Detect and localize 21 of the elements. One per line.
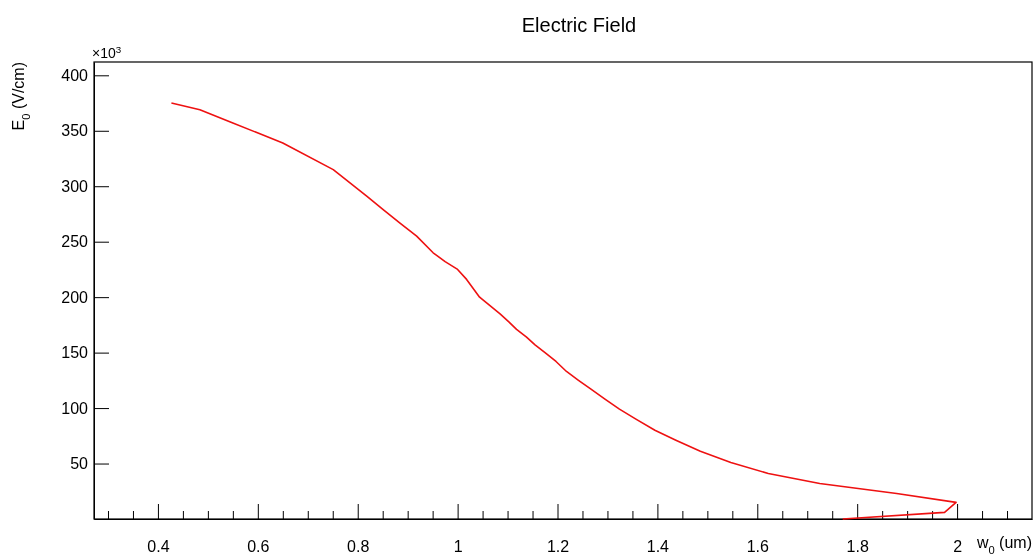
y-tick-label: 250 bbox=[61, 233, 89, 251]
x-tick-label: 1.2 bbox=[546, 538, 570, 556]
y-tick-label: 100 bbox=[61, 399, 89, 417]
x-tick-label: 0.4 bbox=[147, 538, 170, 556]
x-tick-label: 1.6 bbox=[746, 538, 770, 556]
y-tick-label: 300 bbox=[61, 177, 89, 195]
x-tick-label: 1.8 bbox=[846, 538, 869, 556]
chart-title: Electric Field bbox=[521, 14, 637, 36]
y-tick-label: 200 bbox=[61, 288, 89, 306]
x-tick-label: 0.6 bbox=[247, 538, 270, 556]
text: ×10$^{3}$ bbox=[92, 43, 122, 61]
y-tick-label: 150 bbox=[61, 344, 89, 362]
x-axis-title: w$_{0}$ (um) bbox=[975, 534, 1032, 556]
line-series bbox=[170, 102, 957, 520]
y-tick-label: 400 bbox=[61, 66, 89, 84]
x-tick-label: 0.8 bbox=[347, 538, 370, 556]
y-tick-label: 50 bbox=[70, 455, 89, 473]
x-tick-label: 1 bbox=[453, 538, 463, 556]
x-tick-label: 2 bbox=[953, 538, 963, 556]
y-tick-label: 350 bbox=[61, 122, 89, 140]
x-tick-label: 1.4 bbox=[646, 538, 670, 556]
